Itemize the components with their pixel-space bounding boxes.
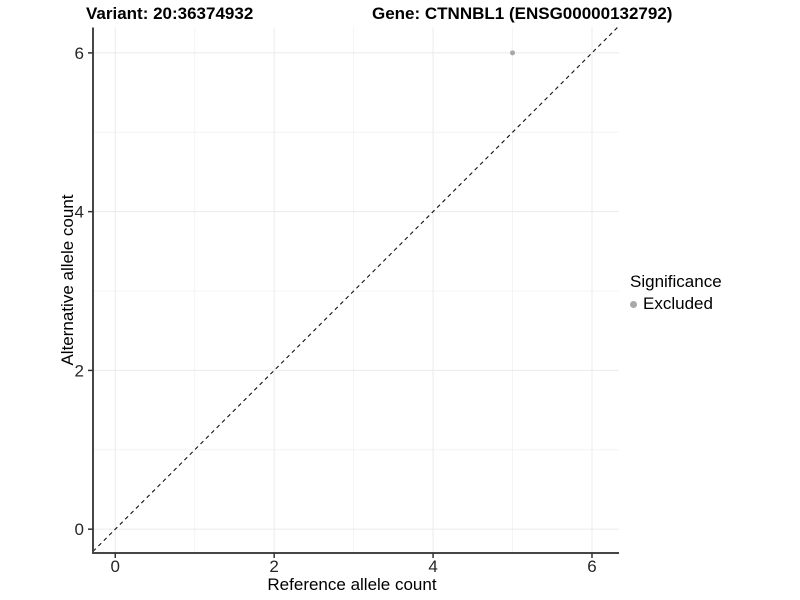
x-tick-label: 4 xyxy=(428,557,437,576)
identity-reference-line xyxy=(92,27,618,552)
plot-title-variant: Variant: 20:36374932 xyxy=(86,4,254,23)
y-tick-label: 6 xyxy=(75,44,84,63)
legend-item-excluded: Excluded xyxy=(630,294,722,314)
y-tick-label: 2 xyxy=(75,361,84,380)
data-point xyxy=(510,50,516,56)
x-tick-label: 0 xyxy=(111,557,120,576)
x-axis-title: Reference allele count xyxy=(267,575,437,594)
legend-point-icon xyxy=(630,300,637,308)
x-tick-label: 6 xyxy=(587,557,596,576)
y-tick-label: 4 xyxy=(75,203,84,222)
legend-item-label: Excluded xyxy=(643,294,713,313)
legend: Significance Excluded xyxy=(630,272,722,314)
y-tick-label: 0 xyxy=(75,520,84,539)
legend-title: Significance xyxy=(630,272,722,291)
x-tick-label: 2 xyxy=(269,557,278,576)
plot-title-gene: Gene: CTNNBL1 (ENSG00000132792) xyxy=(372,4,673,23)
y-axis-title: Alternative allele count xyxy=(58,194,77,366)
